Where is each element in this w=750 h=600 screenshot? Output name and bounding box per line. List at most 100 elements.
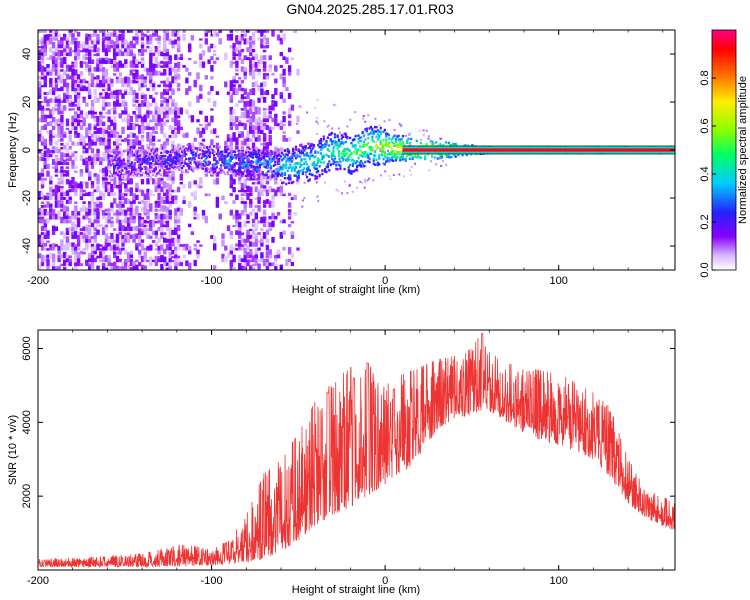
spectrogram-cell — [168, 266, 172, 270]
spectrogram-cell — [126, 236, 131, 243]
spectrogram-cell — [264, 152, 267, 155]
spectrogram-cell — [192, 170, 195, 173]
spectrogram-cell — [327, 124, 330, 127]
spectrogram-cell — [163, 88, 167, 96]
spectrogram-cell — [290, 160, 293, 163]
spectrogram-cell — [261, 152, 264, 155]
spectrogram-cell — [121, 40, 125, 49]
spectrogram-cell — [96, 135, 100, 142]
spectrogram-cell — [93, 111, 97, 115]
spectrogram-cell — [79, 232, 84, 235]
spectrogram-cell — [113, 41, 117, 49]
spectrogram-cell — [147, 156, 150, 159]
spectrogram-cell — [253, 152, 256, 155]
spectrogram-cell — [251, 242, 256, 247]
spectrogram-cell — [133, 168, 136, 171]
spectrogram-cell — [168, 157, 171, 160]
spectrogram-cell — [268, 127, 272, 134]
spectrogram-cell — [344, 158, 348, 162]
spectrogram-cell — [135, 150, 138, 153]
spectrogram-cell — [135, 117, 139, 123]
spectrogram-cell — [60, 41, 64, 49]
spectrogram-cell — [60, 62, 64, 68]
spectrogram-cell — [282, 111, 286, 115]
spectrogram-cell — [82, 96, 86, 99]
spectrogram-cell — [160, 100, 164, 103]
spectrogram-cell — [85, 192, 89, 197]
spectrogram-cell — [154, 248, 158, 251]
spectrogram-cell — [135, 194, 139, 200]
spectrogram-cell — [174, 110, 178, 115]
spectrogram-cell — [151, 156, 155, 159]
spectrogram-cell — [74, 257, 78, 263]
spectrogram-cell — [125, 165, 128, 169]
spectrogram-cell — [193, 216, 197, 220]
spectrogram-cell — [174, 106, 178, 111]
spectrogram-cell — [51, 108, 56, 115]
spectrogram-cell — [268, 115, 272, 119]
spectrogram-cell — [274, 177, 277, 180]
spectrogram-cell — [372, 140, 375, 143]
spectrogram-cell — [287, 166, 291, 169]
spectrogram-cell — [113, 228, 117, 232]
spectrogram-cell — [171, 40, 175, 45]
spectrogram-cell — [115, 251, 120, 255]
spectrogram-cell — [49, 134, 53, 142]
spectrogram-cell — [279, 37, 283, 41]
spectrogram-cell — [101, 88, 106, 92]
spectrogram-cell — [124, 117, 128, 123]
spectrogram-cell — [60, 130, 64, 138]
spectrogram-cell — [254, 118, 258, 127]
spectrogram-cell — [300, 164, 303, 167]
spectrogram-cell — [362, 140, 366, 144]
spectrogram-cell — [283, 155, 286, 159]
spectrogram-cell — [118, 188, 122, 193]
spectrogram-cell — [124, 193, 128, 197]
spectrogram-cell — [90, 181, 95, 185]
spectrogram-cell — [257, 68, 261, 72]
spectrogram-cell — [79, 60, 84, 64]
spectrogram-cell — [193, 137, 197, 142]
spectrogram-cell — [101, 227, 106, 235]
spectrogram-cell — [211, 163, 214, 166]
spectrogram-cell — [88, 49, 92, 57]
spectrogram-cell — [79, 233, 84, 239]
spectrogram-cell — [296, 130, 300, 134]
spectrogram-cell — [279, 167, 282, 171]
spectrogram-cell — [113, 107, 117, 115]
spectrogram-cell — [161, 160, 164, 164]
spectrogram-cell — [54, 57, 59, 64]
y-tick-label: 4000 — [21, 410, 33, 434]
spectrogram-cell — [54, 191, 59, 197]
spectrogram-cell — [331, 131, 334, 135]
spectrogram-cell — [46, 99, 50, 103]
spectrogram-cell — [96, 174, 100, 181]
spectrogram-cell — [197, 160, 200, 164]
spectrogram-cell — [419, 156, 423, 159]
spectrogram-cell — [238, 100, 242, 103]
spectrogram-cell — [244, 174, 248, 177]
spectrogram-cell — [176, 162, 180, 165]
spectrogram-cell — [282, 80, 286, 88]
spectrogram-cell — [154, 200, 158, 204]
spectrogram-cell — [151, 220, 156, 228]
spectrogram-cell — [135, 92, 139, 99]
spectrogram-cell — [154, 109, 158, 115]
spectrogram-cell — [238, 149, 241, 152]
spectrogram-cell — [249, 164, 252, 167]
spectrogram-cell — [287, 216, 292, 220]
spectrogram-cell — [90, 49, 95, 53]
spectrogram-cell — [254, 255, 258, 263]
spectrogram-cell — [126, 123, 131, 130]
spectrogram-cell — [135, 264, 139, 270]
spectrogram-cell — [38, 137, 42, 142]
spectrogram-cell — [168, 167, 171, 170]
spectrogram-cell — [265, 251, 270, 259]
spectrogram-cell — [146, 178, 150, 185]
spectrogram-cell — [357, 138, 360, 141]
spectrogram-cell — [40, 105, 45, 111]
spectrogram-cell — [88, 144, 92, 150]
spectrogram-cell — [54, 47, 59, 53]
spectrogram-cell — [40, 201, 45, 204]
spectrogram-cell — [165, 174, 170, 177]
